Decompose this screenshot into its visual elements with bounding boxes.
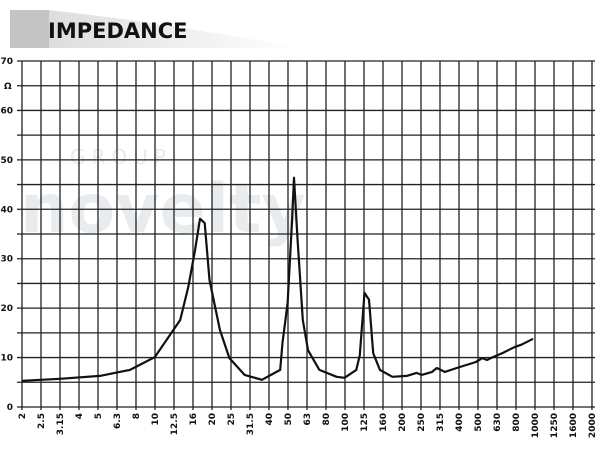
x-tick-label: 500 [474,413,484,432]
x-tick-label: 1000 [531,413,541,438]
x-tick-label: 63 [303,413,313,426]
y-tick-label: 70 [0,57,13,67]
impedance-curve [21,176,534,382]
x-tick-label: 2 [18,413,28,419]
x-tick-label: 50 [284,413,294,426]
x-tick-label: 315 [436,413,446,432]
x-tick-label: 6.3 [113,413,123,429]
x-tick-label: 16 [189,413,199,426]
y-tick-label: 20 [0,304,13,314]
x-tick-label: 5 [94,413,104,419]
title-block [10,10,49,48]
y-axis: 0 10 20 30 40 50 60 70 [0,57,13,413]
x-tick-label: 800 [512,413,522,432]
x-tick-label: 20 [208,413,218,426]
x-tick-label: 8 [132,413,142,419]
x-tick-label: 25 [227,413,237,426]
y-axis-label: Ω [4,82,12,92]
y-tick-label: 60 [0,106,13,116]
grid [17,60,595,410]
y-tick-label: 40 [0,205,13,215]
x-tick-label: 40 [265,413,275,426]
x-tick-label: 2000 [588,413,598,438]
title-swoosh [10,10,300,48]
x-tick-label: 2.5 [37,413,47,429]
x-tick-label: 31.5 [246,413,256,435]
x-tick-label: 630 [493,413,503,432]
x-tick-label: 10 [151,413,161,426]
x-tick-label: 3.15 [56,413,66,435]
x-tick-label: 200 [398,413,408,432]
y-tick-label: 0 [7,403,13,413]
x-tick-label: 1600 [569,413,579,438]
x-tick-label: 4 [75,413,85,419]
x-tick-label: 1250 [550,413,560,438]
chart-title: IMPEDANCE [48,19,187,43]
x-tick-label: 125 [360,413,370,432]
y-tick-label: 30 [0,255,13,265]
watermark-small: GROUP [70,145,172,169]
x-tick-label: 12.5 [170,413,180,435]
y-tick-label: 10 [0,354,13,364]
y-tick-label: 50 [0,156,13,166]
x-tick-label: 100 [341,413,351,432]
x-tick-label: 250 [417,413,427,432]
x-axis: 2 2.5 3.15 4 5 6.3 8 10 12.5 16 20 25 31.5 40 50 63 80 10… [18,413,598,438]
x-tick-label: 400 [455,413,465,432]
x-tick-label: 80 [322,413,332,426]
x-tick-label: 160 [379,413,389,432]
